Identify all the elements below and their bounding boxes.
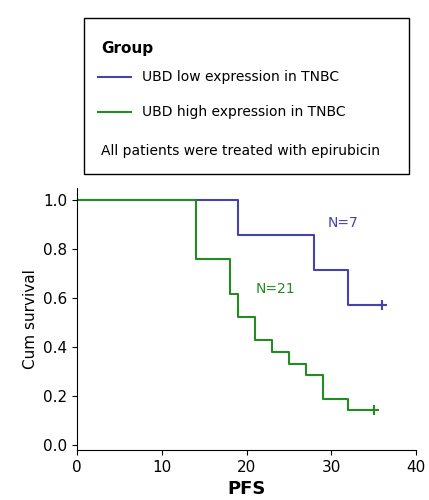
- Text: Group: Group: [101, 41, 153, 56]
- Y-axis label: Cum survival: Cum survival: [23, 269, 38, 369]
- Text: All patients were treated with epirubicin: All patients were treated with epirubici…: [101, 144, 380, 158]
- FancyBboxPatch shape: [84, 18, 409, 174]
- Text: UBD high expression in TNBC: UBD high expression in TNBC: [142, 106, 345, 120]
- Text: N=7: N=7: [327, 216, 358, 230]
- Text: UBD low expression in TNBC: UBD low expression in TNBC: [142, 70, 339, 84]
- X-axis label: PFS: PFS: [227, 480, 266, 498]
- Text: N=21: N=21: [255, 282, 295, 296]
